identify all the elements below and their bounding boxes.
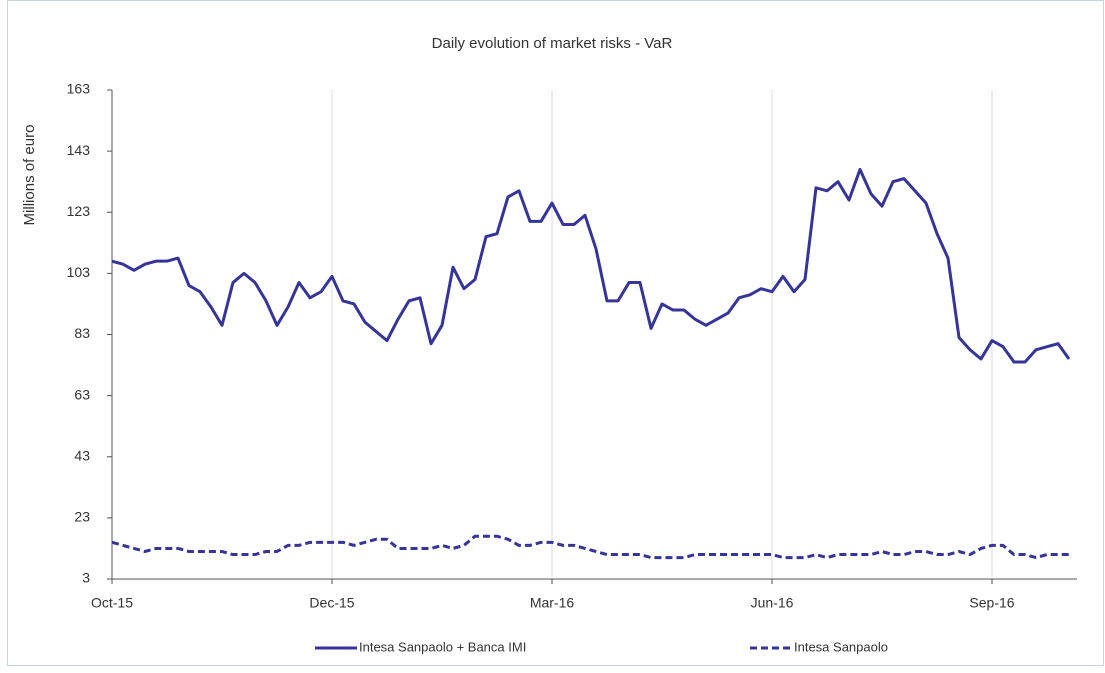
y-tick-label: 143 xyxy=(67,142,91,158)
x-tick-label: Sep-16 xyxy=(969,595,1014,611)
legend-label: Intesa Sanpaolo xyxy=(794,639,888,654)
x-tick-label: Oct-15 xyxy=(91,595,133,611)
series-line xyxy=(111,534,1069,560)
y-tick-label: 3 xyxy=(82,570,90,586)
y-tick-label: 63 xyxy=(74,386,90,402)
y-axis-label: Millions of euro xyxy=(21,125,38,226)
y-tick-label: 123 xyxy=(67,203,91,219)
x-tick-label: Dec-15 xyxy=(309,595,354,611)
series-line xyxy=(111,167,1071,364)
chart-title: Daily evolution of market risks - VaR xyxy=(432,35,673,52)
y-tick-label: 43 xyxy=(74,447,90,463)
y-tick-label: 83 xyxy=(74,325,90,341)
x-tick-label: Mar-16 xyxy=(530,595,575,611)
x-tick-label: Jun-16 xyxy=(751,595,794,611)
legend-label: Intesa Sanpaolo + Banca IMI xyxy=(359,639,526,654)
y-tick-label: 103 xyxy=(67,264,91,280)
y-tick-label: 163 xyxy=(67,81,91,97)
y-tick-label: 23 xyxy=(74,509,90,525)
frame xyxy=(7,0,1104,666)
